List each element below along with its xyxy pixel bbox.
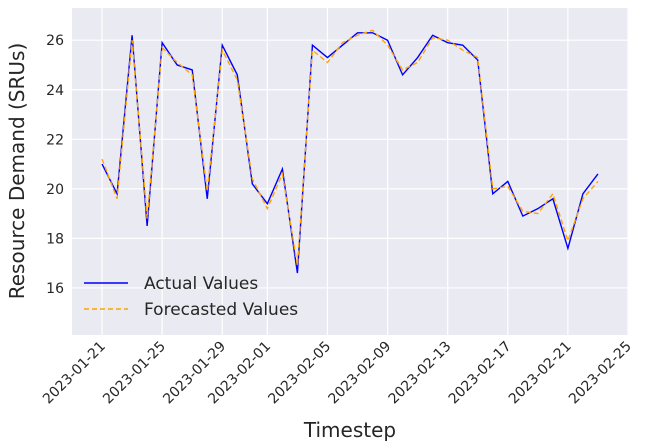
y-tick-label: 22 xyxy=(46,132,64,148)
x-axis-label: Timestep xyxy=(303,418,396,441)
legend-label: Forecasted Values xyxy=(144,300,298,320)
x-tick-label: 2023-01-25 xyxy=(100,339,169,408)
data-line xyxy=(101,29,599,266)
plot-area xyxy=(72,8,628,335)
y-tick-label: 26 xyxy=(46,33,64,49)
x-tick-label: 2023-02-17 xyxy=(446,339,515,408)
x-tick-label: 2023-01-21 xyxy=(40,339,109,408)
lines xyxy=(101,29,599,274)
y-tick-label: 20 xyxy=(46,182,64,198)
y-tick-label: 18 xyxy=(46,231,64,247)
x-tick-label: 2023-02-25 xyxy=(566,339,635,408)
y-tick-label: 16 xyxy=(46,281,64,297)
x-tick-label: 2023-02-21 xyxy=(506,339,575,408)
legend-label: Actual Values xyxy=(144,274,258,294)
x-tick-label: 2023-02-05 xyxy=(265,339,334,408)
x-tick-label: 2023-02-13 xyxy=(386,339,455,408)
legend: Actual Values Forecasted Values xyxy=(84,274,298,320)
x-tick-label: 2023-02-09 xyxy=(326,339,395,408)
y-tick-label: 24 xyxy=(46,83,64,99)
y-axis-label: Resource Demand (SRUs) xyxy=(5,43,29,300)
grid xyxy=(72,8,629,335)
